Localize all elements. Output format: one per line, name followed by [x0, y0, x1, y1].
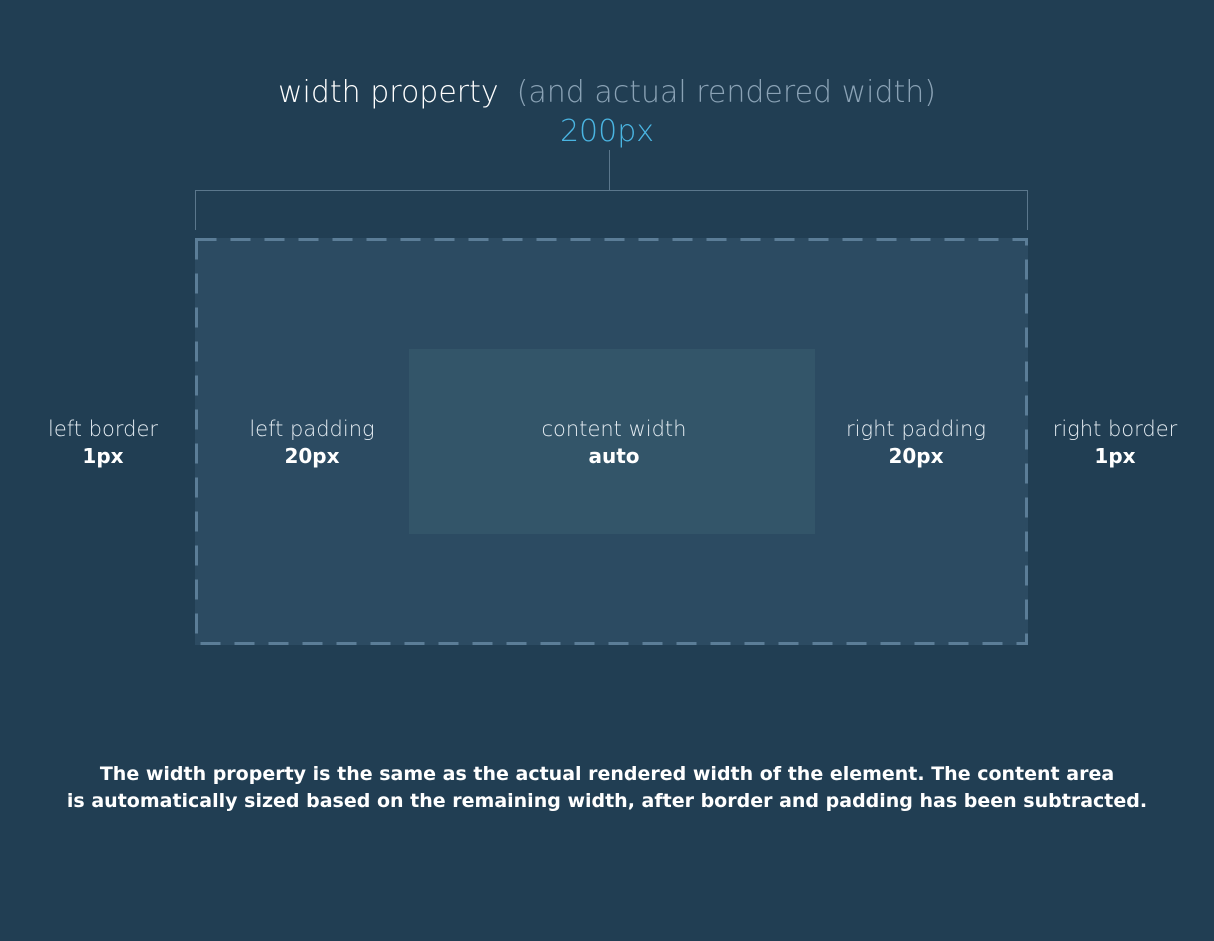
- caption: The width property is the same as the ac…: [0, 761, 1214, 815]
- left-border-name: left border: [47, 417, 158, 441]
- width-value: 200px: [559, 114, 655, 149]
- content-width-name: content width: [541, 417, 687, 441]
- header-title: width property: [278, 75, 499, 110]
- left-padding-value: 20px: [284, 444, 340, 468]
- left-padding-name: left padding: [249, 417, 375, 441]
- content-area: [409, 349, 815, 534]
- content-width-label: content width auto: [524, 415, 704, 469]
- caption-line-2: is automatically sized based on the rema…: [66, 790, 1148, 812]
- right-border-name: right border: [1052, 417, 1178, 441]
- right-padding-name: right padding: [846, 417, 986, 441]
- bracket-horizontal: [195, 190, 1028, 191]
- right-border-value: 1px: [1094, 444, 1136, 468]
- bracket-stem: [609, 150, 610, 190]
- header-subtitle: (and actual rendered width): [516, 75, 936, 110]
- dashed-border: [195, 238, 1028, 645]
- left-border-value: 1px: [82, 444, 124, 468]
- bracket-left-tick: [195, 190, 196, 230]
- right-border-label: right border 1px: [1040, 415, 1190, 469]
- left-border-label: left border 1px: [28, 415, 178, 469]
- caption-line-1: The width property is the same as the ac…: [99, 763, 1115, 785]
- right-padding-value: 20px: [888, 444, 944, 468]
- left-padding-label: left padding 20px: [232, 415, 392, 469]
- bracket-right-tick: [1027, 190, 1028, 230]
- content-width-value: auto: [588, 444, 640, 468]
- header: width property (and actual rendered width…: [0, 74, 1214, 112]
- right-padding-label: right padding 20px: [830, 415, 1002, 469]
